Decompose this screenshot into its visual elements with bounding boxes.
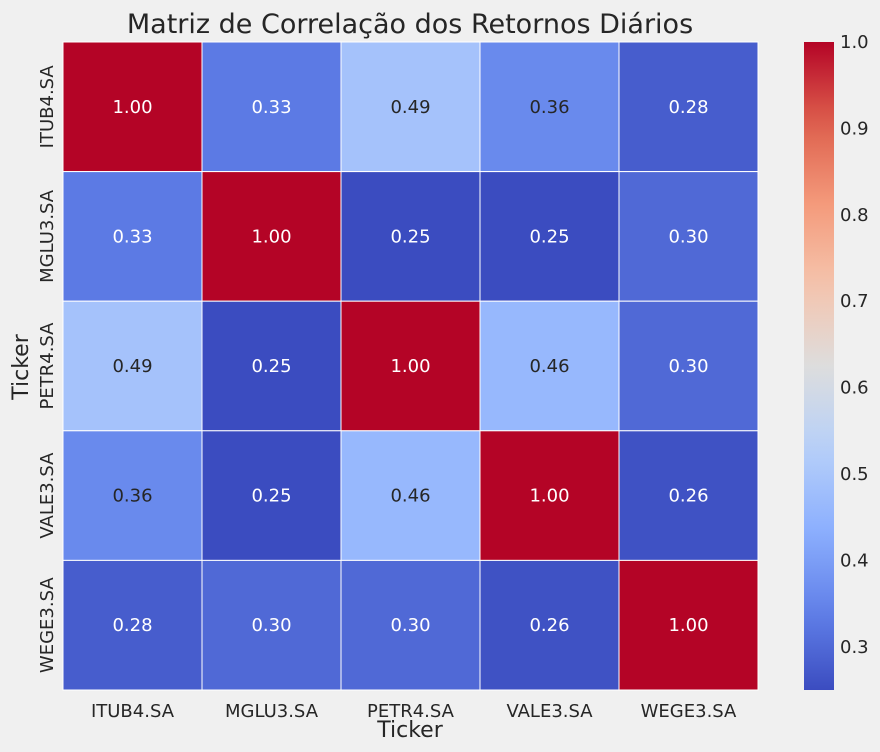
heatmap-cell (201, 430, 342, 561)
heatmap-cells: 1.00 0.33 0.49 0.36 0.28 0.33 1.00 0.25 0.25 0.30… (62, 41, 759, 691)
x-tick-label: ITUB4.SA (91, 701, 175, 722)
cell-value-label: 0.25 (529, 226, 569, 247)
colorbar-tick-label: 0.7 (840, 291, 869, 312)
cell-value-label: 0.25 (251, 486, 291, 507)
y-tick-label: ITUB4.SA (37, 65, 58, 149)
heatmap-cell (340, 559, 481, 691)
y-tick-labels: ITUB4.SA MGLU3.SA PETR4.SA VALE3.SA WEGE3.SA (37, 65, 58, 673)
cell-value-label: 1.00 (390, 356, 430, 377)
heatmap-cell (201, 559, 342, 691)
cell-value-label: 0.30 (668, 226, 708, 247)
x-tick-labels: ITUB4.SA MGLU3.SA PETR4.SA VALE3.SA WEGE3.SA (91, 701, 737, 722)
heatmap-cell (340, 171, 481, 302)
colorbar-tick-label: 0.9 (840, 118, 869, 139)
y-tick-label: PETR4.SA (37, 322, 58, 410)
colorbar-tick-label: 0.5 (840, 464, 869, 485)
cell-value-label: 0.49 (112, 356, 152, 377)
cell-value-label: 1.00 (251, 226, 291, 247)
heatmap-cell (340, 300, 481, 432)
colorbar-gradient (804, 42, 834, 690)
colorbar-tick-label: 0.6 (840, 378, 869, 399)
colorbar-tick-label: 1.0 (840, 32, 869, 53)
heatmap-cell (62, 430, 203, 561)
heatmap-cell (479, 41, 620, 173)
cell-value-label: 0.26 (668, 486, 708, 507)
heatmap-cell (618, 300, 759, 432)
cell-value-label: 1.00 (529, 486, 569, 507)
colorbar-tick-label: 0.4 (840, 550, 869, 571)
colorbar-tick-label: 0.3 (840, 637, 869, 658)
cell-value-label: 0.33 (112, 226, 152, 247)
y-axis-label: Ticker (9, 333, 34, 400)
cell-value-label: 0.30 (668, 356, 708, 377)
y-tick-label: MGLU3.SA (37, 189, 58, 283)
colorbar-tick-label: 0.8 (840, 205, 869, 226)
chart-title: Matriz de Correlação dos Retornos Diário… (127, 9, 693, 40)
cell-value-label: 0.30 (251, 615, 291, 636)
heatmap-cell (618, 41, 759, 173)
cell-value-label: 1.00 (668, 615, 708, 636)
cell-value-label: 0.25 (390, 226, 430, 247)
x-axis-label: Ticker (376, 718, 443, 743)
heatmap-cell (479, 430, 620, 561)
cell-value-label: 0.46 (390, 486, 430, 507)
heatmap-cell (618, 430, 759, 561)
x-tick-label: MGLU3.SA (225, 701, 319, 722)
cell-value-label: 0.36 (112, 486, 152, 507)
heatmap-cell (618, 171, 759, 302)
heatmap-cell (340, 41, 481, 173)
heatmap-cell (618, 559, 759, 691)
heatmap-cell (62, 171, 203, 302)
heatmap-cell (201, 300, 342, 432)
cell-value-label: 0.30 (390, 615, 430, 636)
y-tick-label: WEGE3.SA (37, 577, 58, 673)
y-tick-label: VALE3.SA (37, 452, 58, 539)
cell-value-label: 1.00 (112, 97, 152, 118)
heatmap-cell (201, 41, 342, 173)
cell-value-label: 0.46 (529, 356, 569, 377)
heatmap-cell (62, 41, 203, 173)
colorbar: 0.3 0.4 0.5 0.6 0.7 0.8 0.9 1.0 (804, 32, 869, 690)
cell-value-label: 0.36 (529, 97, 569, 118)
cell-value-label: 0.49 (390, 97, 430, 118)
cell-value-label: 0.28 (668, 97, 708, 118)
heatmap-cell (62, 559, 203, 691)
cell-value-label: 0.26 (529, 615, 569, 636)
x-tick-label: WEGE3.SA (641, 701, 737, 722)
heatmap-cell (479, 300, 620, 432)
cell-value-label: 0.28 (112, 615, 152, 636)
cell-value-label: 0.25 (251, 356, 291, 377)
cell-value-label: 0.33 (251, 97, 291, 118)
x-tick-label: PETR4.SA (367, 701, 455, 722)
heatmap-cell (340, 430, 481, 561)
x-tick-label: VALE3.SA (506, 701, 593, 722)
